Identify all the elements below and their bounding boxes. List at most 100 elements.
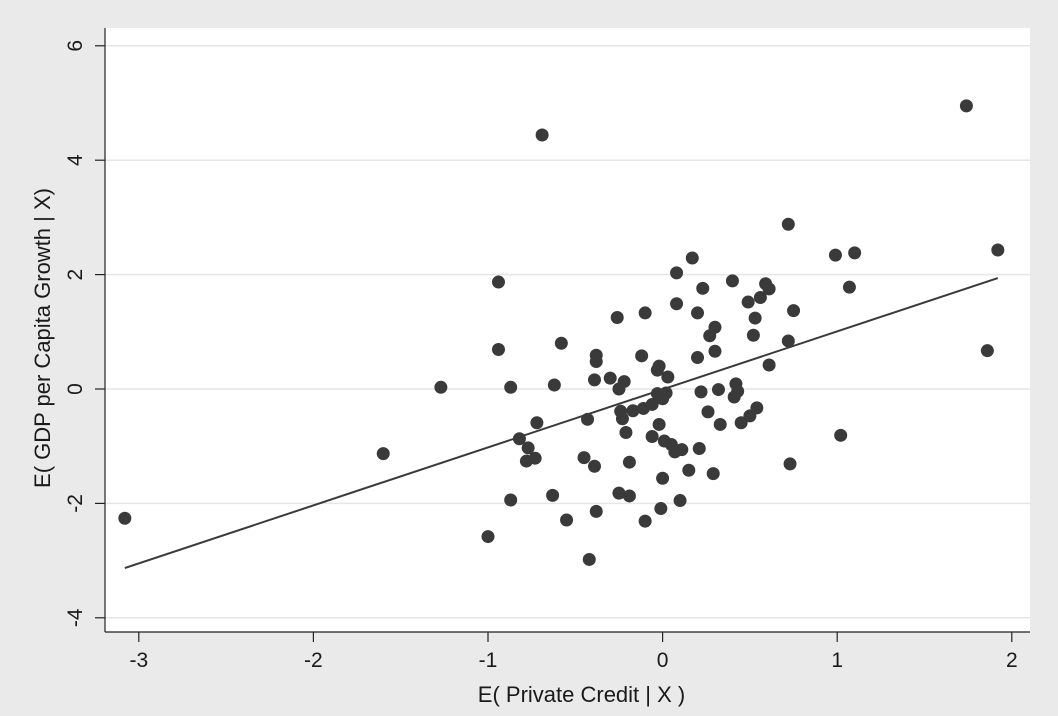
- data-point: [787, 304, 801, 318]
- y-tick-label: 6: [64, 40, 87, 52]
- data-point: [741, 295, 755, 309]
- data-point: [652, 359, 666, 373]
- data-point: [694, 385, 708, 399]
- data-point: [546, 488, 560, 502]
- data-point: [645, 429, 659, 443]
- data-point: [560, 513, 574, 527]
- data-point: [762, 358, 776, 372]
- fit-line: [124, 277, 999, 569]
- data-point: [762, 282, 776, 296]
- data-point: [706, 467, 720, 481]
- data-point: [783, 457, 797, 471]
- data-point: [547, 378, 561, 392]
- data-point: [691, 351, 705, 365]
- data-point: [504, 380, 518, 394]
- data-point: [781, 334, 795, 348]
- data-point: [848, 246, 862, 260]
- data-point: [834, 428, 848, 442]
- x-axis-label: E( Private Credit | X ): [478, 682, 685, 707]
- data-point: [481, 530, 495, 544]
- y-axis-label: E( GDP per Capita Growth | X): [30, 188, 55, 488]
- data-point: [376, 447, 390, 461]
- data-point: [612, 486, 626, 500]
- data-point: [521, 441, 535, 455]
- data-point: [746, 328, 760, 342]
- y-tick-label: -2: [64, 494, 87, 513]
- data-points: [118, 99, 1005, 566]
- data-point: [701, 405, 715, 419]
- data-point: [781, 217, 795, 231]
- data-point: [828, 248, 842, 262]
- data-point: [603, 371, 617, 385]
- data-point: [713, 417, 727, 431]
- data-point: [731, 384, 745, 398]
- data-point: [753, 290, 767, 304]
- data-point: [675, 443, 689, 457]
- data-point: [554, 336, 568, 350]
- data-point: [635, 349, 649, 363]
- data-point: [708, 344, 722, 358]
- data-point: [535, 128, 549, 142]
- data-point: [588, 373, 602, 387]
- data-point: [638, 514, 652, 528]
- data-point: [980, 344, 994, 358]
- data-point: [673, 494, 687, 508]
- data-point: [589, 504, 603, 518]
- data-point: [696, 281, 710, 295]
- data-point: [661, 370, 675, 384]
- data-point: [615, 412, 629, 426]
- data-point: [692, 441, 706, 455]
- data-point: [842, 280, 856, 294]
- data-point: [588, 459, 602, 473]
- x-tick-label: -1: [479, 649, 498, 672]
- data-point: [622, 455, 636, 469]
- data-point: [577, 451, 591, 465]
- x-tick-label: 2: [1006, 649, 1018, 672]
- data-point: [619, 425, 633, 439]
- y-tick-label: -4: [64, 608, 87, 627]
- data-point: [610, 311, 624, 324]
- data-point: [589, 355, 603, 369]
- data-point: [504, 493, 518, 507]
- data-point: [748, 311, 762, 325]
- data-point: [118, 511, 132, 525]
- x-tick-label: -2: [304, 649, 323, 672]
- x-tick-label: 1: [831, 649, 843, 672]
- data-point: [959, 99, 973, 113]
- data-point: [734, 416, 748, 430]
- axes: -4 -2 0 2 4 6 -3 -2 -1 0 1 2: [64, 28, 1030, 672]
- y-tick-label: 0: [64, 383, 87, 395]
- data-point: [685, 251, 699, 265]
- data-point: [725, 274, 739, 288]
- gridlines: [105, 45, 1030, 619]
- data-point: [750, 401, 764, 415]
- x-tick-label: 0: [657, 649, 669, 672]
- data-point: [622, 489, 636, 503]
- data-point: [991, 243, 1005, 257]
- y-tick-label: 2: [64, 269, 87, 281]
- data-point: [691, 306, 705, 320]
- data-point: [638, 306, 652, 320]
- data-point: [711, 383, 725, 397]
- data-point: [652, 417, 666, 431]
- data-point: [708, 320, 722, 334]
- data-point: [670, 266, 684, 280]
- data-point: [626, 404, 640, 418]
- x-tick-label: -3: [129, 649, 148, 672]
- data-point: [645, 397, 659, 411]
- data-point: [670, 297, 684, 311]
- data-point: [654, 502, 668, 516]
- data-point: [617, 375, 631, 389]
- data-point: [491, 343, 505, 357]
- fit-line-group: [124, 277, 999, 569]
- y-tick-label: 4: [64, 154, 87, 166]
- data-point: [491, 275, 505, 289]
- data-point: [528, 451, 542, 465]
- data-point: [582, 552, 596, 566]
- data-point: [656, 471, 670, 485]
- data-point: [434, 380, 448, 394]
- data-point: [530, 416, 544, 430]
- data-point: [682, 463, 696, 477]
